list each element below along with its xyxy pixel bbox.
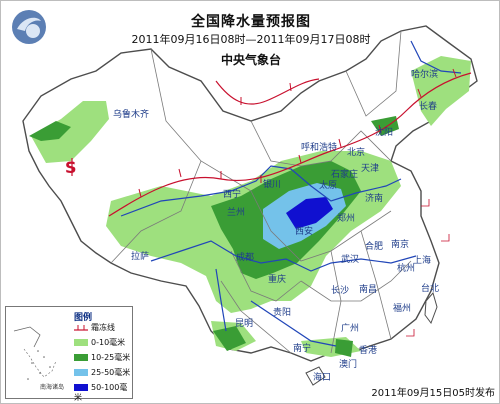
city-label: 银川 xyxy=(263,178,281,190)
city-label: 哈尔滨 xyxy=(411,68,438,80)
city-label: 海口 xyxy=(313,371,331,383)
city-label: 昆明 xyxy=(235,318,253,329)
legend-item-frost-line: 霜冻线 xyxy=(74,323,115,333)
city-labels: 乌鲁木齐 哈尔滨 长春 沈阳 呼和浩特 北京 天津 石家庄 太原 济南 银川 西… xyxy=(113,68,439,383)
cma-logo-icon xyxy=(12,10,46,44)
city-label: 西宁 xyxy=(223,188,241,200)
legend-item-0-10: 0-10毫米 xyxy=(74,338,125,348)
city-label: 西安 xyxy=(295,225,313,237)
city-label: 南宁 xyxy=(293,342,311,354)
city-label: 郑州 xyxy=(337,212,355,224)
publish-time: 2011年09月15日05时发布 xyxy=(371,388,495,399)
city-label: 香港 xyxy=(359,344,377,356)
city-label: 南京 xyxy=(391,238,409,250)
city-label: 长沙 xyxy=(331,284,349,296)
city-label: 贵阳 xyxy=(273,306,291,318)
city-label: 北京 xyxy=(347,146,365,158)
city-label: 福州 xyxy=(393,302,411,314)
city-label: 合肥 xyxy=(365,240,383,252)
city-label: 南昌 xyxy=(359,283,377,295)
city-label: 广州 xyxy=(341,322,359,334)
legend-item-50-100: 50-100毫米 xyxy=(74,383,128,402)
map-title: 全国降水量预报图 xyxy=(191,14,311,30)
weather-symbol: S xyxy=(65,158,77,177)
city-label: 澳门 xyxy=(339,358,357,370)
city-label: 武汉 xyxy=(341,253,359,265)
sea-marks xyxy=(406,199,450,337)
city-label: 沈阳 xyxy=(375,126,393,138)
city-label: 成都 xyxy=(236,251,254,263)
city-label: 乌鲁木齐 xyxy=(113,108,149,120)
precip-50-100 xyxy=(286,197,333,229)
south-china-sea-inset: 南海诸岛 xyxy=(13,326,64,391)
rivers xyxy=(120,40,462,347)
city-label: 太原 xyxy=(319,179,337,191)
legend-item-25-50: 25-50毫米 xyxy=(74,368,130,378)
city-label: 杭州 xyxy=(397,262,415,274)
frost-line xyxy=(108,72,472,217)
city-label: 济南 xyxy=(365,192,383,204)
inset-label: 南海诸岛 xyxy=(40,383,64,391)
forecast-period: 2011年09月16日08时—2011年09月17日08时 xyxy=(131,33,371,46)
legend-title: 图例 xyxy=(74,313,93,323)
agency-name: 中央气象台 xyxy=(220,53,281,67)
frost-ticks xyxy=(138,68,457,198)
hainan-island xyxy=(305,366,326,386)
city-label: 台北 xyxy=(421,282,439,294)
legend-box: 南海诸岛 图例 霜冻线 0-10毫米 10-25毫米 25-50毫米 50-10… xyxy=(5,306,133,402)
city-label: 长春 xyxy=(419,100,437,112)
legend-item-10-25: 10-25毫米 xyxy=(74,353,130,363)
frost-line-symbol-icon xyxy=(74,324,88,331)
city-label: 兰州 xyxy=(227,206,245,218)
taiwan-island xyxy=(424,291,438,325)
city-label: 石家庄 xyxy=(331,168,358,180)
city-label: 重庆 xyxy=(268,273,286,285)
province-borders xyxy=(110,30,412,354)
city-label: 拉萨 xyxy=(131,250,149,262)
city-label: 天津 xyxy=(361,163,379,174)
city-label: 呼和浩特 xyxy=(301,141,337,153)
city-label: 上海 xyxy=(413,254,431,266)
